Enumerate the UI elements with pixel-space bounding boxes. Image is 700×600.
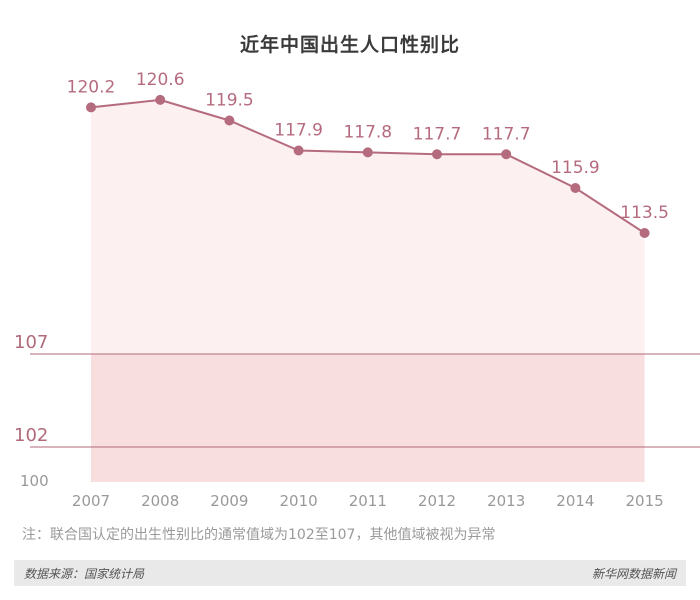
data-label: 115.9 <box>551 158 600 178</box>
data-point <box>293 145 304 156</box>
data-label: 117.7 <box>482 124 531 144</box>
data-point <box>155 94 166 105</box>
reference-label: 102 <box>14 425 48 446</box>
data-label: 120.6 <box>136 70 185 90</box>
data-points <box>86 94 650 238</box>
data-label: 117.9 <box>274 121 323 141</box>
footnote: 注：联合国认定的出生性别比的通常值域为102至107，其他值域被视为异常 <box>22 527 496 543</box>
reference-lines: 107 102 <box>14 332 700 448</box>
y-tick-label: 100 <box>20 472 49 490</box>
x-tick-label: 2012 <box>418 492 456 510</box>
data-point <box>362 147 373 158</box>
data-label: 120.2 <box>67 77 116 97</box>
x-tick-label: 2007 <box>72 492 110 510</box>
data-point <box>432 149 442 160</box>
data-label: 117.7 <box>413 124 462 144</box>
data-label: 113.5 <box>620 203 669 223</box>
footer-bar: 数据来源：国家统计局 新华网数据新闻 <box>14 560 686 586</box>
chart-title: 近年中国出生人口性别比 <box>239 34 460 56</box>
area-fill-lower <box>91 354 645 482</box>
reference-label: 107 <box>14 332 48 353</box>
x-tick-label: 2013 <box>487 492 525 510</box>
data-point <box>224 115 235 126</box>
data-labels: 120.2 120.6 119.5 117.9 117.8 117.7 117.7 115.9… <box>67 70 669 223</box>
publisher-brand: 新华网数据新闻 <box>591 567 676 581</box>
x-tick-label: 2015 <box>626 492 664 510</box>
x-tick-label: 2011 <box>349 492 387 510</box>
data-label: 117.8 <box>343 122 392 142</box>
data-label: 119.5 <box>205 91 254 111</box>
data-source: 数据来源：国家统计局 <box>24 567 145 581</box>
x-axis: 2007 2008 2009 2010 2011 2012 2013 2014 2015 100 <box>20 472 664 510</box>
x-tick-label: 2008 <box>141 492 179 510</box>
x-tick-label: 2010 <box>280 492 318 510</box>
area-fill-upper <box>91 99 645 354</box>
x-tick-label: 2014 <box>556 492 594 510</box>
area-layer <box>91 99 645 482</box>
data-point <box>86 102 96 113</box>
data-point <box>639 228 650 238</box>
x-tick-label: 2009 <box>210 492 248 510</box>
data-point <box>570 183 581 193</box>
data-point <box>501 149 512 160</box>
